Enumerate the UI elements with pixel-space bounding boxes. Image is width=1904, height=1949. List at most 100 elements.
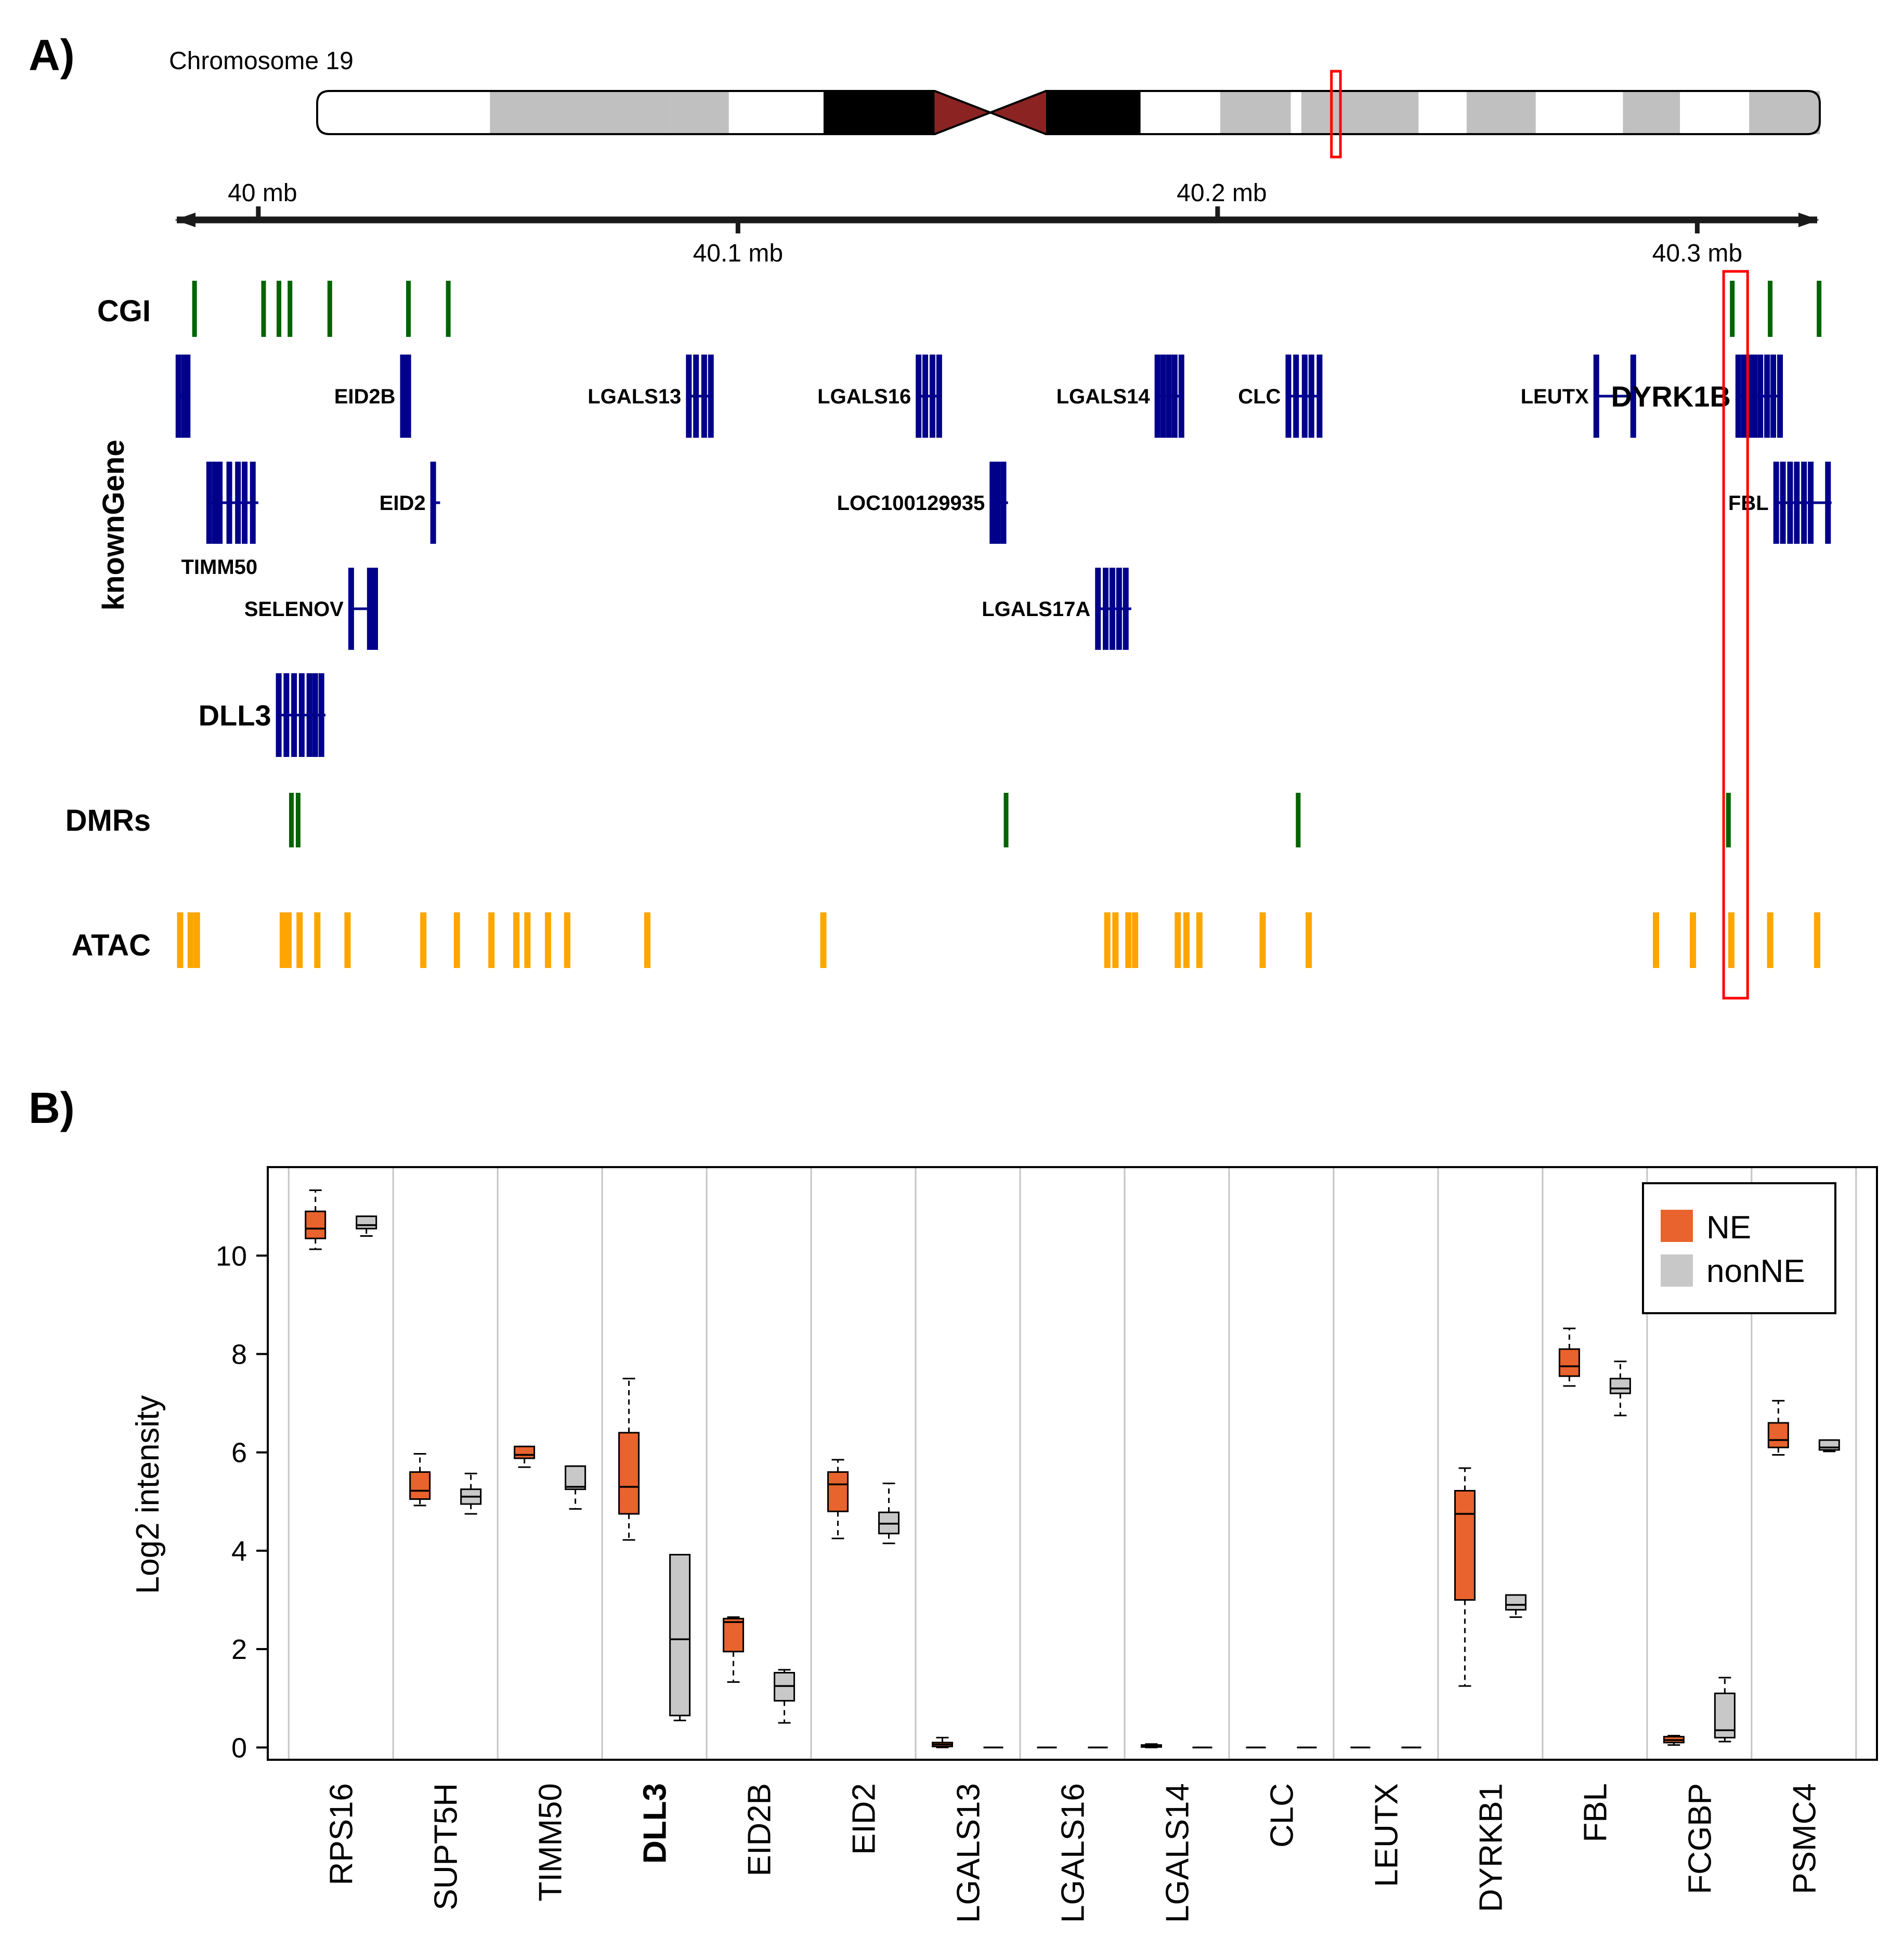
panel-a-label: A) — [29, 31, 75, 80]
y-tick-label: 0 — [231, 1732, 247, 1763]
gene-exon — [1801, 462, 1807, 544]
gene-exon — [1825, 462, 1831, 544]
box-iqr — [1818, 1439, 1840, 1451]
y-tick-label: 6 — [231, 1437, 247, 1469]
dmr-feature — [1726, 793, 1731, 847]
cgi-feature — [1768, 281, 1773, 337]
gene-exon — [250, 462, 256, 544]
gene-exon — [372, 568, 378, 650]
gene-exon — [405, 355, 411, 438]
gene-exon — [235, 462, 241, 544]
x-category-label: LEUTX — [1368, 1783, 1404, 1887]
box-ne-dll3 — [618, 1378, 640, 1541]
gene-exon — [1752, 355, 1758, 438]
gene-lgals17a: LGALS17A — [982, 568, 1131, 650]
chromosome-band — [1680, 91, 1750, 134]
dmr-feature — [1003, 793, 1009, 847]
box-iqr — [1454, 1490, 1476, 1601]
cgi-feature — [192, 281, 197, 337]
box-nonne-timm50 — [565, 1465, 586, 1510]
panel-a: A) Chromosome 19 40 mb 40.1 mb 40.2 mb 40.3… — [29, 31, 1832, 1000]
box-ne-lgals13 — [932, 1736, 954, 1748]
atac-peak — [420, 912, 427, 968]
box-iqr — [827, 1471, 849, 1512]
gene-exon — [348, 568, 354, 650]
dmr-feature — [295, 793, 301, 847]
atac-peak — [1132, 912, 1139, 968]
chromosome-band — [1046, 91, 1141, 134]
gene-exon — [1741, 355, 1747, 438]
box-iqr — [409, 1471, 431, 1500]
gene-exon — [1123, 568, 1129, 650]
chromosome-band — [1301, 91, 1419, 134]
box-iqr — [514, 1445, 536, 1459]
atac-peak — [820, 912, 827, 968]
chromosome-band — [1623, 91, 1680, 134]
gene-exon — [995, 462, 1001, 544]
x-category-label: EID2 — [846, 1783, 882, 1855]
chromosome-band — [317, 91, 490, 134]
atac-peak — [285, 912, 292, 968]
x-category-label: DYRKB1 — [1473, 1783, 1509, 1912]
chromosome-band — [1140, 91, 1220, 134]
gene-dyrk1b: DYRK1B — [1611, 355, 1783, 438]
gene-exon — [1808, 462, 1814, 544]
gene-fbl: FBL — [1728, 462, 1832, 544]
gene-exon — [936, 355, 942, 438]
gene-exon — [916, 355, 922, 438]
panel-b-label: B) — [29, 1083, 75, 1132]
gene-exon — [1154, 355, 1160, 438]
gene-exon — [1735, 355, 1741, 438]
atac-peak — [1196, 912, 1203, 968]
chromosome-band — [1466, 91, 1536, 134]
gene-exon — [1746, 355, 1753, 438]
box-iqr — [1505, 1594, 1527, 1611]
y-axis-label: Log2 intensity — [130, 1395, 166, 1594]
x-category-label: LGALS16 — [1055, 1783, 1091, 1923]
atac-peak — [1125, 912, 1132, 968]
x-category-label: LGALS14 — [1159, 1783, 1195, 1923]
box-iqr — [565, 1465, 586, 1490]
gene-label: LGALS14 — [1057, 385, 1151, 408]
knowngene-track-label: knownGene — [97, 440, 131, 611]
gene-label: LOC100129935 — [837, 492, 985, 515]
gene-exon — [291, 673, 297, 757]
box-nonne-psmc4 — [1818, 1439, 1840, 1453]
x-category-label: SUPT5H — [428, 1783, 464, 1911]
axis-tick-label: 40.2 mb — [1177, 179, 1267, 207]
chromosome-band — [1749, 91, 1820, 134]
box-ne-rps16 — [305, 1189, 327, 1250]
gene-label: DYRK1B — [1611, 380, 1731, 413]
gene-exon — [1773, 462, 1779, 544]
box-nonne-rps16 — [356, 1215, 377, 1237]
chromosome-outline — [316, 90, 994, 135]
gene-lgals13: LGALS13 — [588, 355, 714, 438]
x-category-label: TIMM50 — [533, 1783, 569, 1901]
gene-exon — [1777, 355, 1783, 438]
box-ne-dyrkb1 — [1454, 1467, 1476, 1687]
x-category-label: RPS16 — [324, 1783, 360, 1885]
box-nonne-eid2 — [878, 1482, 900, 1545]
atac-peak — [1728, 912, 1735, 968]
y-tick-label: 10 — [216, 1240, 247, 1272]
box-iqr — [618, 1432, 640, 1515]
gene-exon — [1166, 355, 1172, 438]
gene-exon — [693, 355, 699, 438]
gene-exon — [1794, 462, 1800, 544]
legend-label-ne: NE — [1706, 1210, 1751, 1246]
dyrk1b-highlight-box — [1722, 270, 1749, 1000]
atac-peak — [1104, 912, 1111, 968]
axis-arrow-right — [1798, 213, 1819, 227]
gene-dll3: DLL3 — [199, 673, 325, 757]
gene-exon — [212, 462, 218, 544]
x-category-label: PSMC4 — [1786, 1783, 1822, 1894]
gene-exon — [929, 355, 935, 438]
gene-label: LEUTX — [1521, 385, 1589, 408]
x-category-label: EID2B — [742, 1783, 778, 1876]
atac-peak — [187, 912, 194, 968]
gene-exon — [367, 568, 373, 650]
box-iqr — [1558, 1348, 1580, 1377]
knowngene-track: EID2B LGALS13 LGALS16 LGALS14 CLC LEUTX DYRK1B… — [175, 355, 1832, 757]
atac-peak — [1814, 912, 1820, 968]
